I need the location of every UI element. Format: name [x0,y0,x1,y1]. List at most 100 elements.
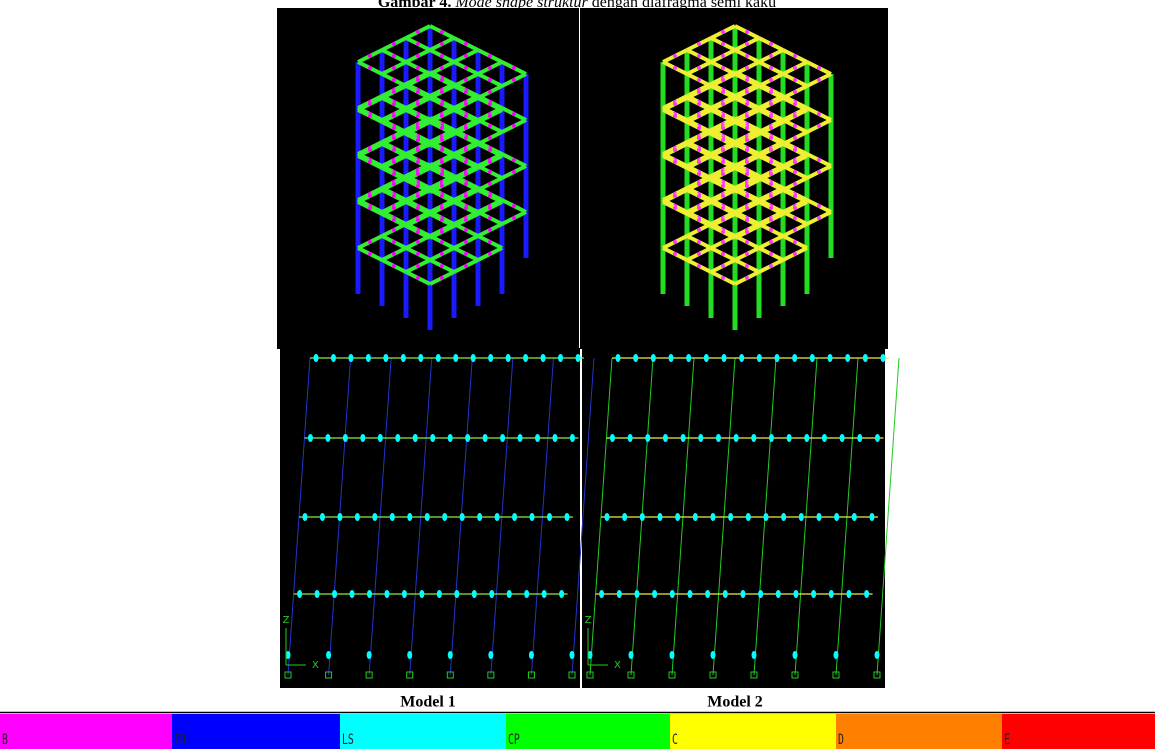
hinge [440,30,444,34]
hinge [673,252,677,256]
legend-label: D [838,731,844,747]
hinge [697,66,701,70]
hinge [697,172,701,176]
hinge [721,138,725,142]
hinge [368,160,372,164]
hinge [793,148,797,152]
hinge [721,126,725,130]
hinge [745,42,749,46]
hinge [745,264,749,268]
hinge [576,354,581,362]
hinge [547,513,552,521]
hinge [464,42,468,46]
hinge [564,513,569,521]
hinge [617,590,622,598]
hinge [402,590,407,598]
hinge [610,434,615,442]
hinge [440,138,444,142]
hinge [697,136,701,140]
hinge [464,218,468,222]
hinge [512,170,516,174]
hinge [430,434,435,442]
hinge [670,651,675,659]
hinge [739,354,744,362]
hinge [769,206,773,210]
hinge [817,204,821,208]
hinge [793,78,797,82]
hinge [793,651,798,659]
hinge [834,651,839,659]
hinge [416,264,420,268]
hinge [488,90,492,94]
hinge [392,264,396,268]
hinge [745,126,749,130]
hinge [440,172,444,176]
hinge [721,240,725,244]
hinge [745,66,749,70]
hinge [763,513,768,521]
hinge [697,218,701,222]
hinge [332,590,337,598]
hinge [697,206,701,210]
hinge [331,354,336,362]
hinge [721,264,725,268]
hinge [721,218,725,222]
hinge [395,434,400,442]
hinge [721,102,725,106]
hinge [673,54,677,58]
hinge [464,66,468,70]
hinge [645,434,650,442]
hinge [465,434,470,442]
hinge [746,513,751,521]
hinge [464,114,468,118]
hinge [793,590,798,598]
hinge [464,240,468,244]
hinge [464,54,468,58]
hinge [721,194,725,198]
hinge [793,240,797,244]
hinge [440,54,444,58]
hinge [728,513,733,521]
hinge [799,513,804,521]
hinge [663,434,668,442]
hinge [697,90,701,94]
hinge [440,276,444,280]
hinge [464,252,468,256]
hinge [416,42,420,46]
hinge [822,434,827,442]
hinge [829,590,834,598]
hinge [793,54,797,58]
hinge [687,590,692,598]
hinge [440,126,444,130]
hinge [512,158,516,162]
hinge [769,172,773,176]
hinge [769,136,773,140]
hinge [745,230,749,234]
hinge [875,434,880,442]
hinge [745,138,749,142]
hinge [769,126,773,130]
hinge [669,354,674,362]
hinge [392,172,396,176]
hinge [392,90,396,94]
hinge [416,276,420,280]
hinge [769,252,773,256]
legend-swatch [670,714,836,749]
hinge [704,354,709,362]
hinge [506,354,511,362]
hinge [440,148,444,152]
hinge [745,30,749,34]
hinge [436,354,441,362]
hinge [392,218,396,222]
hinge [810,354,815,362]
hinge [512,513,517,521]
hinge [745,240,749,244]
hinge [320,513,325,521]
hinge [793,90,797,94]
hinge [697,54,701,58]
hinge [378,434,383,442]
caption: Model 2 [707,694,763,711]
hinge [863,354,868,362]
hinge [315,590,320,598]
hinge [488,66,492,70]
